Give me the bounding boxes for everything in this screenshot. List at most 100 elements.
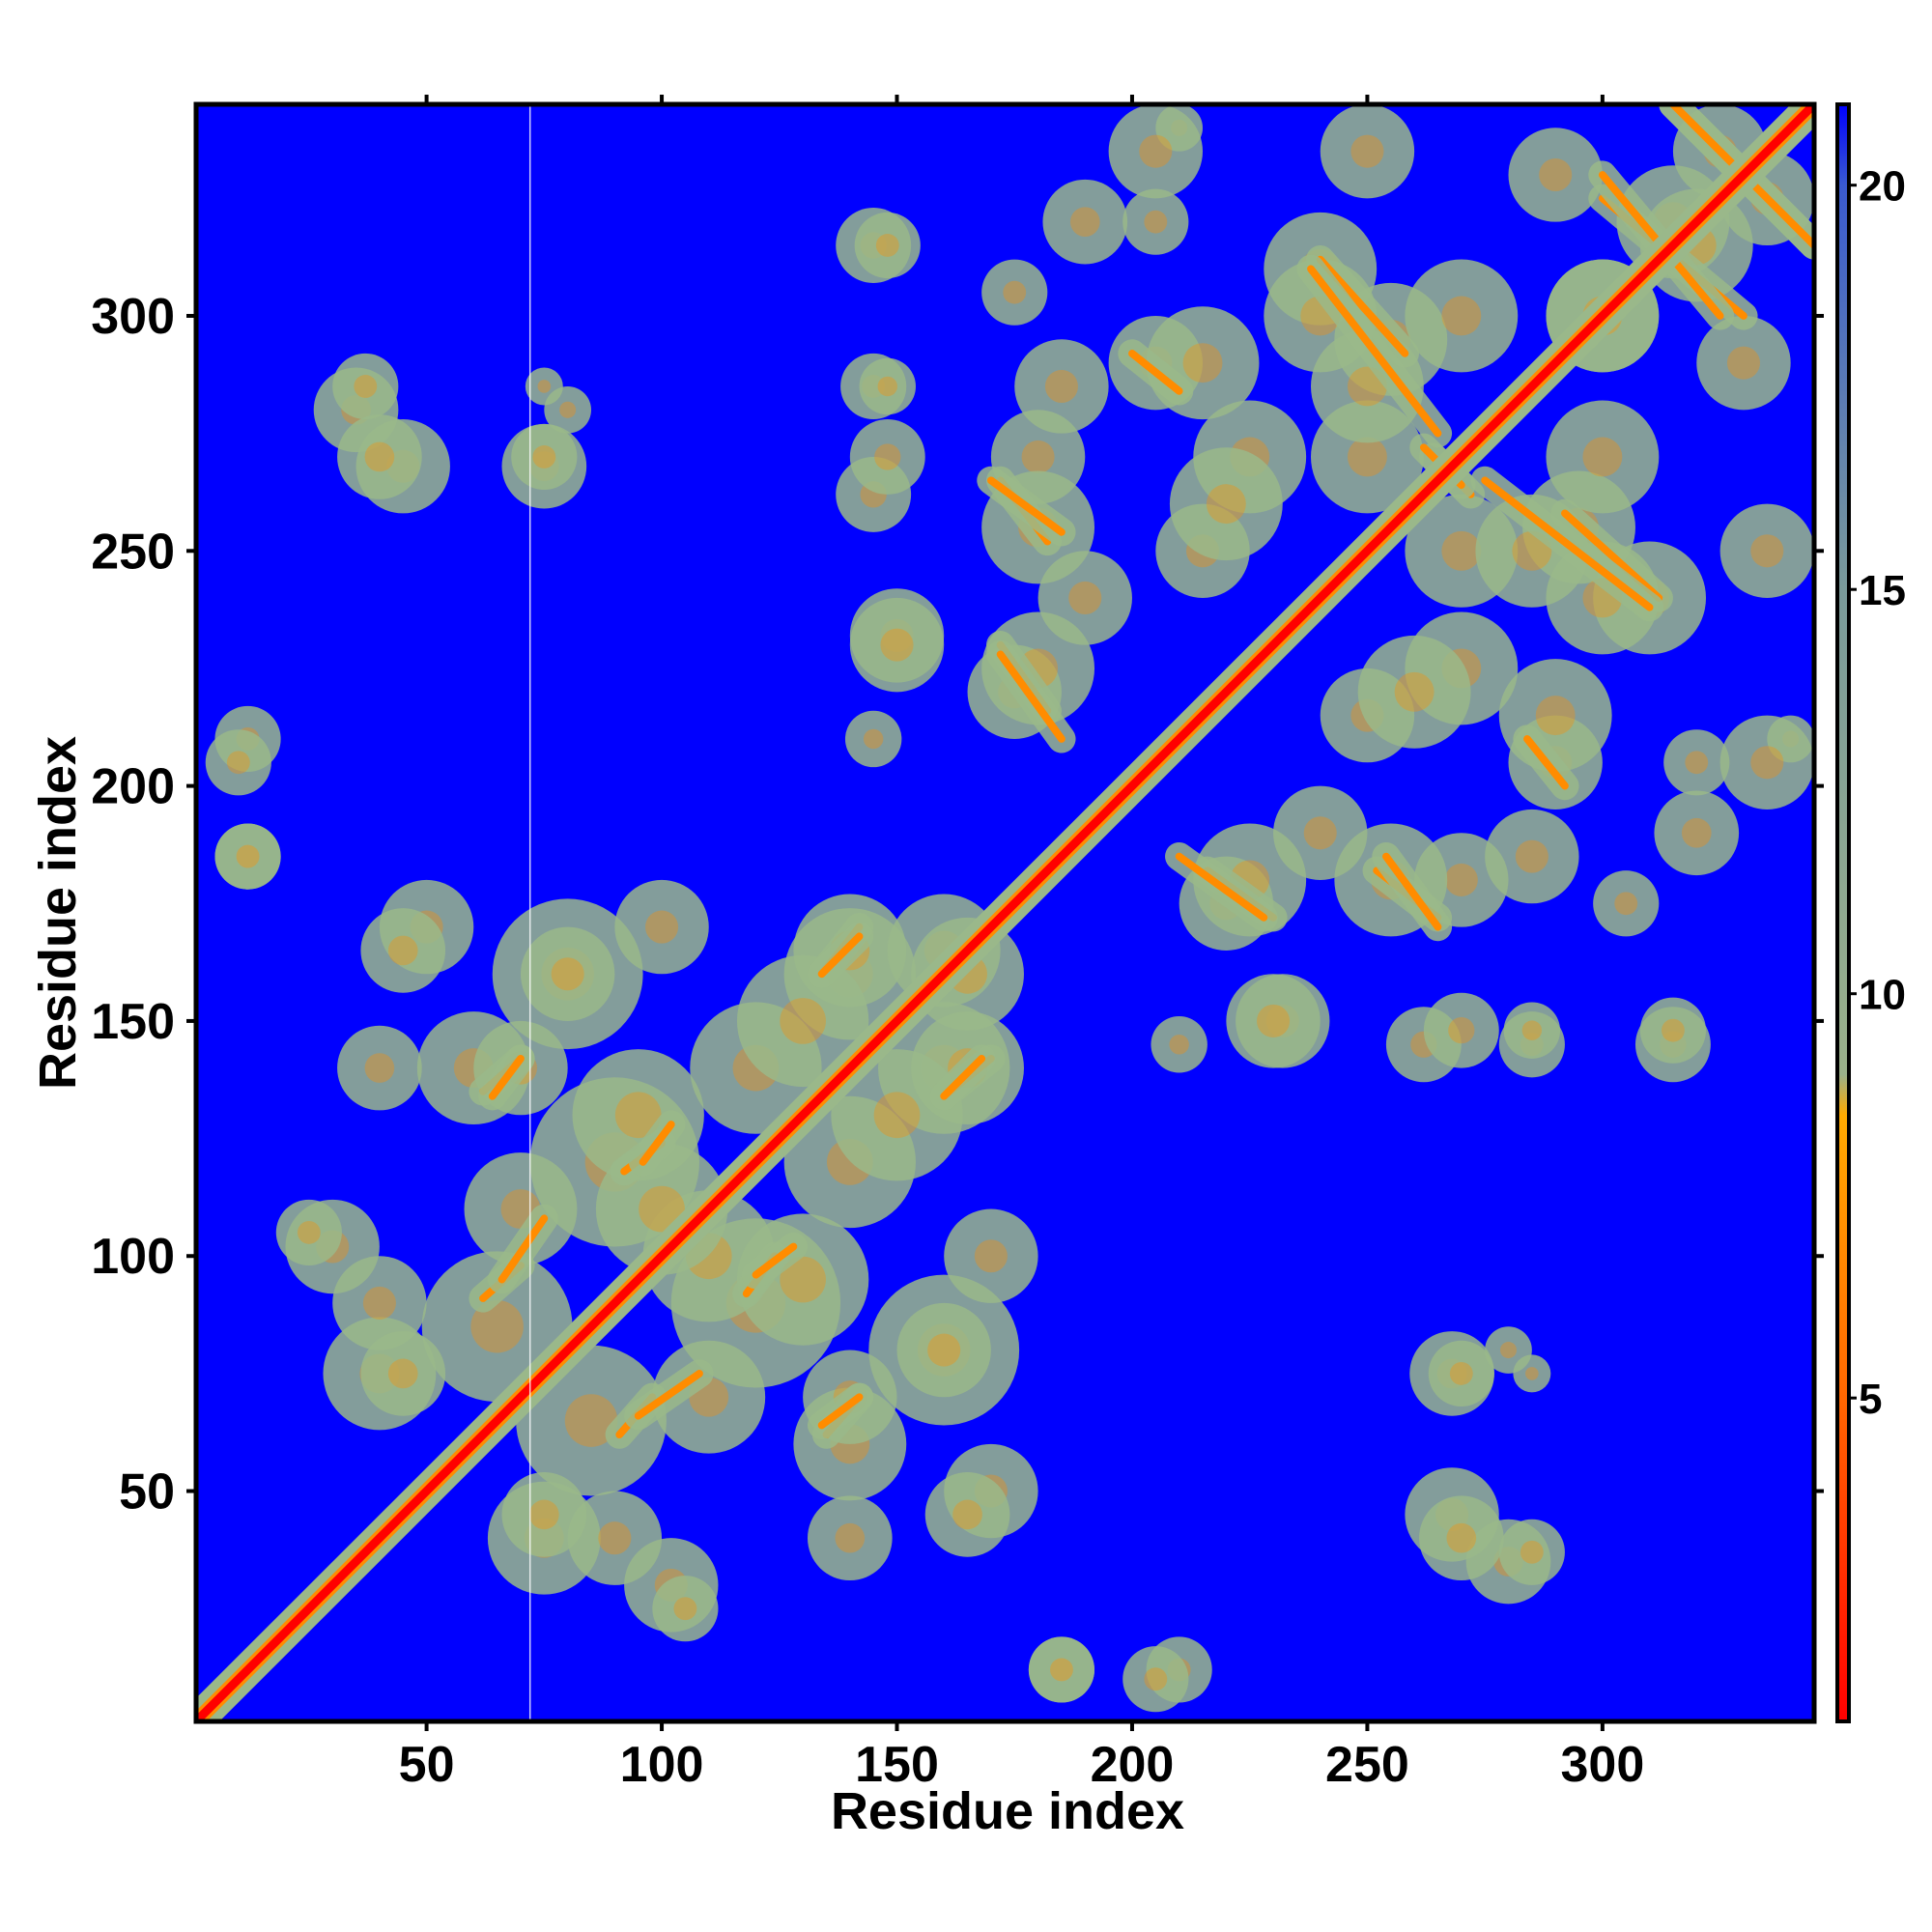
contact-core — [1521, 1020, 1543, 1040]
y-tick-label: 50 — [119, 1464, 175, 1520]
x-tick-label: 50 — [399, 1737, 455, 1793]
contact-core — [528, 1499, 559, 1530]
contact-core — [877, 376, 897, 397]
contact-core — [364, 1053, 395, 1083]
contact-region — [1169, 447, 1283, 561]
contact-streak — [1481, 476, 1654, 611]
colorbar-tick-label: 15 — [1859, 567, 1906, 614]
contact-streak — [1382, 852, 1442, 931]
contact-core — [880, 628, 914, 662]
contact-region — [859, 357, 916, 415]
contact-core — [1021, 440, 1055, 474]
contact-region — [944, 1208, 1038, 1303]
contact-core — [1750, 746, 1784, 780]
contact-core — [1685, 751, 1709, 775]
contact-region — [1639, 997, 1707, 1064]
contact-streak — [1307, 265, 1442, 438]
diagonal-line — [196, 104, 1814, 1721]
contact-region — [652, 1576, 719, 1642]
contact-core — [387, 1358, 418, 1389]
contact-core — [598, 1521, 632, 1555]
colorbar-tick-label: 20 — [1859, 163, 1906, 211]
contact-core — [1446, 1522, 1477, 1553]
contact-region — [854, 212, 921, 279]
contact-region — [1719, 503, 1814, 598]
contact-core — [1003, 280, 1027, 304]
contact-core — [1182, 343, 1223, 384]
contact-core — [1169, 1035, 1189, 1055]
contact-region — [896, 1302, 991, 1398]
contact-region — [1423, 992, 1499, 1068]
contact-region — [464, 1152, 578, 1266]
contact-region — [1719, 715, 1814, 810]
contact-core — [780, 998, 826, 1044]
contact-streak — [1316, 255, 1409, 357]
contact-core — [875, 234, 899, 257]
contact-region — [337, 1025, 422, 1111]
x-tick-label: 100 — [620, 1737, 704, 1793]
contact-core — [1068, 581, 1102, 615]
contact-region — [1405, 259, 1519, 373]
contact-streak — [1175, 852, 1268, 922]
colorbar-tick-label: 10 — [1859, 972, 1906, 1019]
contact-core — [1444, 863, 1478, 896]
contact-core — [863, 728, 884, 750]
contact-core — [1050, 1658, 1073, 1682]
contact-streak — [752, 1242, 798, 1279]
x-tick-label: 200 — [1091, 1737, 1175, 1793]
plot-frame — [193, 101, 1817, 1724]
contact-region — [275, 1199, 342, 1265]
contact-core — [354, 375, 378, 398]
contact-region — [1042, 179, 1128, 265]
contact-region — [981, 259, 1048, 326]
contact-region — [1503, 1002, 1561, 1059]
contact-core — [835, 1522, 866, 1553]
contact-core — [1726, 346, 1761, 380]
contact-core — [551, 957, 584, 991]
contact-region — [1508, 128, 1603, 222]
y-tick-label: 150 — [91, 994, 175, 1050]
contact-region — [924, 1472, 1010, 1557]
heatmap-cells — [196, 104, 1814, 1721]
contact-region — [1696, 315, 1791, 411]
contact-region — [214, 823, 281, 890]
contact-core — [236, 844, 260, 868]
contact-core — [952, 1499, 982, 1530]
contact-streak — [996, 650, 1065, 743]
contact-region — [1357, 635, 1471, 749]
contact-region — [360, 908, 446, 993]
colorbar-tick-label: 5 — [1859, 1376, 1882, 1423]
contact-region — [844, 710, 902, 768]
contact-core — [1535, 696, 1576, 736]
contact-streak — [986, 476, 1065, 536]
contact-region — [205, 729, 271, 796]
contact-core — [1394, 671, 1435, 712]
contact-region — [1028, 1636, 1095, 1703]
colorbar: 5 10 15 20 — [1835, 102, 1906, 1723]
contact-region — [652, 1340, 766, 1454]
contact-region — [807, 1495, 893, 1581]
contact-core — [673, 1597, 697, 1621]
contact-region — [1122, 1646, 1189, 1713]
contact-core — [1499, 1342, 1518, 1359]
colorbar-gradient — [1835, 102, 1851, 1723]
contact-region — [1485, 809, 1579, 904]
contact-core — [1614, 892, 1638, 916]
x-tick-label: 250 — [1325, 1737, 1409, 1793]
contact-core — [1044, 369, 1078, 404]
contact-core — [927, 1333, 961, 1367]
contact-region — [1663, 729, 1730, 796]
x-axis-label: Residue index — [831, 1782, 1184, 1840]
contact-region — [1151, 1016, 1208, 1073]
contact-region — [849, 597, 945, 693]
x-tick-label: 150 — [855, 1737, 939, 1793]
contact-region — [1513, 1354, 1551, 1393]
contact-core — [614, 1092, 662, 1139]
contact-core — [226, 751, 250, 775]
contact-core — [1257, 1004, 1291, 1037]
contact-streak — [1561, 509, 1663, 602]
contact-region — [525, 367, 563, 406]
y-tick-label: 250 — [91, 524, 175, 580]
contact-core — [1525, 1367, 1539, 1380]
